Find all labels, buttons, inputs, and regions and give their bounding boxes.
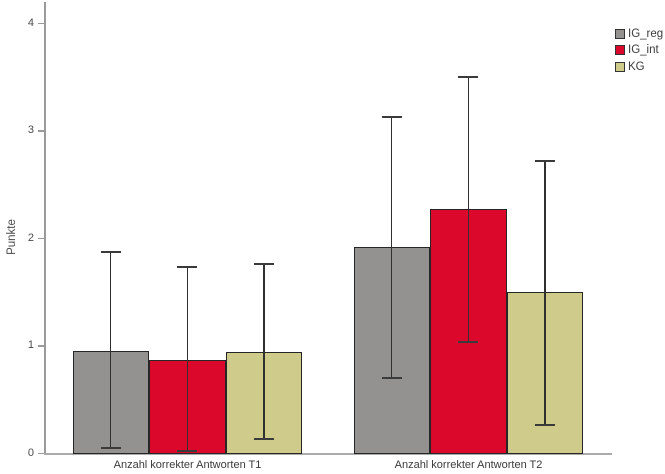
error-bar-cap-bottom xyxy=(100,446,121,449)
legend-swatch xyxy=(615,28,625,39)
error-bar-cap-top xyxy=(381,115,402,118)
legend-item-ig_int: IG_int xyxy=(615,44,663,57)
x-axis-line xyxy=(44,453,612,455)
error-bar-line xyxy=(263,263,265,440)
y-tick-label: 4 xyxy=(27,16,34,29)
legend-swatch xyxy=(615,61,625,72)
legend: IG_reg IG_int KG xyxy=(615,27,663,77)
legend-label: KG xyxy=(628,60,645,73)
error-bar-cap-top xyxy=(100,251,121,254)
error-bar-cap-bottom xyxy=(458,341,479,344)
y-tick-label: 3 xyxy=(27,124,34,137)
y-tick-label: 1 xyxy=(27,339,34,352)
error-bar-cap-top xyxy=(535,159,555,162)
error-bar-cap-bottom xyxy=(535,424,555,427)
y-tick-mark xyxy=(38,22,44,25)
y-tick-mark xyxy=(38,345,44,347)
error-bar-line xyxy=(544,160,546,426)
error-bar-line xyxy=(186,267,189,451)
error-bar-line xyxy=(391,116,393,378)
error-bar-cap-top xyxy=(177,266,198,269)
legend-label: IG_reg xyxy=(628,27,664,40)
legend-swatch xyxy=(615,45,625,56)
error-bar-cap-top xyxy=(458,76,479,79)
y-axis-line xyxy=(44,2,46,454)
legend-label: IG_int xyxy=(628,44,659,57)
x-category-label: Anzahl korrekter Antworten T2 xyxy=(394,459,543,471)
legend-item-kg: KG xyxy=(615,60,663,73)
error-bar-line xyxy=(467,77,470,343)
y-tick-mark xyxy=(38,452,44,454)
y-tick-label: 0 xyxy=(27,446,34,459)
error-bar-cap-bottom xyxy=(381,376,402,379)
error-bar-line xyxy=(110,252,112,448)
error-bar-cap-bottom xyxy=(254,438,274,441)
error-bar-cap-bottom xyxy=(177,449,198,452)
y-tick-mark xyxy=(38,130,44,132)
legend-item-ig_reg: IG_reg xyxy=(615,27,663,40)
x-category-label: Anzahl korrekter Antworten T1 xyxy=(113,459,262,471)
error-bar-cap-top xyxy=(254,262,274,265)
y-tick-label: 2 xyxy=(27,231,34,244)
y-tick-mark xyxy=(38,237,44,240)
